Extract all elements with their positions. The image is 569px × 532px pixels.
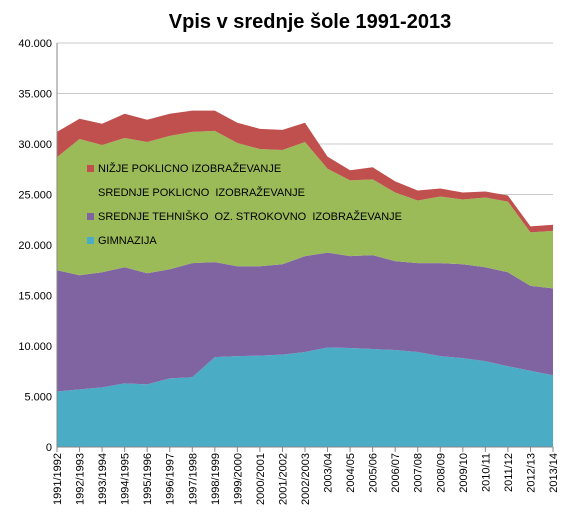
- x-tick-label: 2008/09: [435, 453, 447, 493]
- chart-title: Vpis v srednje šole 1991-2013: [169, 11, 451, 33]
- x-tick-label: 2003/04: [323, 453, 335, 493]
- legend-label: NIŽJE POKLICNO IZOBRAŽEVANJE: [98, 162, 281, 175]
- y-tick-label: 20.000: [18, 240, 52, 252]
- axes: [56, 43, 554, 452]
- y-tick-label: 30.000: [18, 139, 52, 151]
- x-tick-label: 1998/1999: [210, 453, 222, 505]
- y-tick-label: 0: [46, 442, 52, 454]
- x-tick-label: 2007/08: [413, 453, 425, 493]
- x-tick-label: 2004/05: [345, 453, 357, 493]
- x-tick-label: 2013/14: [548, 453, 560, 493]
- legend-swatch: [87, 189, 94, 196]
- x-tick-label: 2011/12: [503, 453, 515, 492]
- x-tick-label: 1994/1995: [120, 453, 132, 505]
- x-tick-label: 1999/2000: [232, 453, 244, 505]
- y-tick-label: 25.000: [18, 190, 52, 202]
- area-series-2: [57, 252, 553, 392]
- x-axis-tick-labels: 1991/1992 1992/1993 1993/1994 1994/1995 1995…: [52, 453, 560, 505]
- x-tick-label: 2001/2002: [277, 453, 289, 505]
- x-tick-label: 2010/11: [480, 453, 492, 492]
- y-axis-tick-labels: 0 5.000 10.000 15.000 20.000 25.000 30.000 35.0…: [18, 38, 52, 454]
- x-tick-label: 1997/1998: [187, 453, 199, 505]
- area-series-3: [57, 130, 553, 289]
- x-tick-label: 1996/1997: [165, 453, 177, 505]
- y-tick-label: 10.000: [18, 341, 52, 353]
- x-tick-label: 1993/1994: [97, 453, 109, 505]
- legend-swatch: [87, 165, 94, 172]
- y-tick-label: 40.000: [18, 38, 52, 50]
- x-tick-label: 1991/1992: [52, 453, 64, 505]
- y-tick-label: 5.000: [24, 392, 52, 404]
- x-tick-label: 2002/2003: [300, 453, 312, 505]
- area-series-1: [57, 347, 553, 447]
- x-tick-label: 2012/13: [525, 453, 537, 493]
- x-tick-label: 1995/1996: [142, 453, 154, 505]
- x-tick-label: 1992/1993: [75, 453, 87, 505]
- x-tick-label: 2006/07: [390, 453, 402, 493]
- area-series-group: [57, 110, 553, 447]
- x-tick-label: 2005/06: [368, 453, 380, 493]
- legend-label: GIMNAZIJA: [98, 235, 157, 247]
- legend-label: SREDNJE POKLICNO IZOBRAŽEVANJE: [98, 186, 305, 199]
- y-tick-label: 35.000: [18, 89, 52, 101]
- x-tick-label: 2009/10: [458, 453, 470, 493]
- legend-swatch: [87, 213, 94, 220]
- legend-label: SREDNJE TEHNIŠKO OZ. STROKOVNO IZOBRAŽEV…: [98, 210, 402, 223]
- legend-swatch: [87, 237, 94, 244]
- x-tick-label: 2000/2001: [255, 453, 267, 505]
- area-series-4: [57, 110, 553, 233]
- y-tick-label: 15.000: [18, 291, 52, 303]
- legend: NIŽJE POKLICNO IZOBRAŽEVANJE SREDNJE POKL…: [87, 162, 402, 247]
